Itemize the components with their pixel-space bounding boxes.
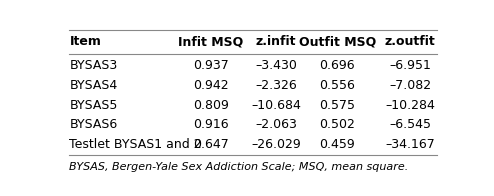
Text: 0.942: 0.942 xyxy=(193,79,229,92)
Text: 0.809: 0.809 xyxy=(193,99,229,112)
Text: 0.556: 0.556 xyxy=(320,79,355,92)
Text: –10.284: –10.284 xyxy=(385,99,435,112)
Text: Infit MSQ: Infit MSQ xyxy=(178,35,244,48)
Text: BYSAS, Bergen-Yale Sex Addiction Scale; MSQ, mean square.: BYSAS, Bergen-Yale Sex Addiction Scale; … xyxy=(69,162,409,172)
Text: –26.029: –26.029 xyxy=(251,138,301,151)
Text: z.infit: z.infit xyxy=(256,35,296,48)
Text: BYSAS6: BYSAS6 xyxy=(69,118,118,131)
Text: 0.575: 0.575 xyxy=(320,99,355,112)
Text: BYSAS3: BYSAS3 xyxy=(69,59,118,72)
Text: –7.082: –7.082 xyxy=(389,79,431,92)
Text: z.outfit: z.outfit xyxy=(385,35,436,48)
Text: –3.430: –3.430 xyxy=(255,59,297,72)
Text: 0.937: 0.937 xyxy=(193,59,229,72)
Text: BYSAS4: BYSAS4 xyxy=(69,79,118,92)
Text: 0.459: 0.459 xyxy=(320,138,355,151)
Text: Outfit MSQ: Outfit MSQ xyxy=(299,35,376,48)
Text: 0.647: 0.647 xyxy=(193,138,229,151)
Text: BYSAS5: BYSAS5 xyxy=(69,99,118,112)
Text: 0.696: 0.696 xyxy=(320,59,355,72)
Text: Item: Item xyxy=(69,35,101,48)
Text: –34.167: –34.167 xyxy=(385,138,435,151)
Text: –6.545: –6.545 xyxy=(389,118,431,131)
Text: 0.916: 0.916 xyxy=(193,118,229,131)
Text: Testlet BYSAS1 and 2: Testlet BYSAS1 and 2 xyxy=(69,138,202,151)
Text: –10.684: –10.684 xyxy=(251,99,301,112)
Text: –6.951: –6.951 xyxy=(389,59,431,72)
Text: –2.326: –2.326 xyxy=(255,79,297,92)
Text: 0.502: 0.502 xyxy=(320,118,355,131)
Text: –2.063: –2.063 xyxy=(255,118,297,131)
